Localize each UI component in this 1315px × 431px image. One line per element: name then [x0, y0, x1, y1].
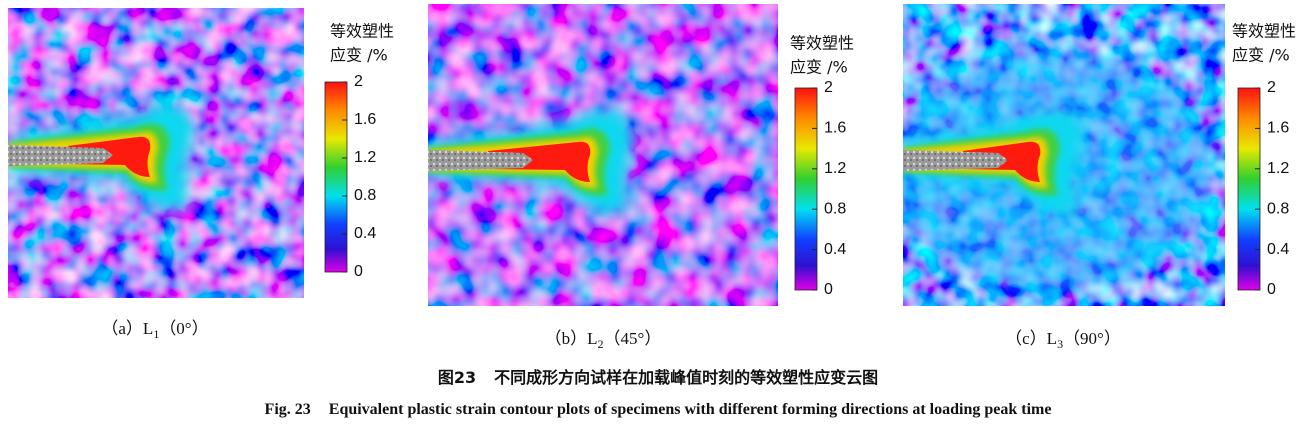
colorbar-tick-label: 1.2	[354, 149, 376, 166]
colorbar-title: 应变 /%	[1232, 46, 1290, 65]
contour-image	[8, 8, 304, 298]
colorbar-title: 等效塑性	[330, 22, 394, 41]
colorbar-tick-label: 1.6	[1267, 120, 1289, 137]
colorbar-tick-label: 1.2	[1267, 160, 1289, 177]
figure-title: 不同成形方向试样在加载峰值时刻的等效塑性应变云图	[494, 368, 878, 387]
figure-number: 图23	[438, 368, 476, 387]
contour-field	[8, 8, 304, 298]
colorbar-tick-label: 2	[1267, 79, 1276, 96]
colorbar-tick-label: 0	[824, 281, 833, 298]
caption-label: （a）	[101, 319, 143, 338]
colorbar-tick-label: 0.4	[824, 241, 846, 258]
colorbar-tick-label: 0.8	[354, 187, 376, 204]
colorbar	[794, 87, 818, 291]
colorbar-tick-label: 1.6	[824, 120, 846, 137]
colorbar-title: 等效塑性	[790, 34, 854, 53]
contour-field	[428, 4, 778, 306]
caption-sub: 1	[153, 327, 159, 341]
panel-caption: （b）L2（45°）	[545, 329, 662, 351]
figure-caption-zh: 图23 不同成形方向试样在加载峰值时刻的等效塑性应变云图	[438, 368, 878, 387]
contour-image	[903, 4, 1225, 306]
colorbar-title: 等效塑性	[1232, 22, 1296, 41]
caption-name: L	[587, 329, 597, 348]
colorbar-title: 应变 /%	[790, 58, 848, 77]
colorbar-title: 应变 /%	[330, 46, 388, 65]
crack	[8, 145, 113, 166]
figure-title: Equivalent plastic strain contour plots …	[329, 401, 1052, 418]
contour-field	[903, 4, 1225, 306]
figure-number: Fig. 23	[265, 401, 311, 418]
caption-sub: 3	[1057, 337, 1063, 351]
colorbar	[1237, 87, 1261, 291]
caption-angle: （0°）	[159, 319, 208, 338]
colorbar-tick-label: 1.6	[354, 111, 376, 128]
colorbar-tick-label: 2	[824, 79, 833, 96]
crack	[903, 150, 1008, 171]
caption-label: （b）	[545, 329, 588, 348]
colorbar-tick-label: 0.8	[824, 200, 846, 217]
colorbar-tick-label: 0	[1267, 281, 1276, 298]
figure-caption-en: Fig. 23 Equivalent plastic strain contour…	[265, 401, 1052, 418]
caption-name: L	[1047, 329, 1057, 348]
colorbar	[324, 81, 348, 273]
colorbar-tick-label: 0.8	[1267, 200, 1289, 217]
caption-name: L	[143, 319, 153, 338]
colorbar-tick-label: 1.2	[824, 160, 846, 177]
colorbar-tick-label: 0.4	[1267, 241, 1289, 258]
panel-caption: （a）L1（0°）	[101, 319, 208, 341]
caption-sub: 2	[598, 337, 604, 351]
contour-image	[428, 4, 778, 306]
colorbar-tick-label: 0.4	[354, 225, 376, 242]
caption-label: （c）	[1005, 329, 1047, 348]
colorbar-tick-label: 0	[354, 263, 363, 280]
caption-angle: （90°）	[1063, 329, 1121, 348]
crack	[428, 150, 533, 171]
colorbar-tick-label: 2	[354, 73, 363, 90]
panel-caption: （c）L3（90°）	[1005, 329, 1121, 351]
peak-region	[488, 141, 591, 182]
caption-angle: （45°）	[604, 329, 662, 348]
